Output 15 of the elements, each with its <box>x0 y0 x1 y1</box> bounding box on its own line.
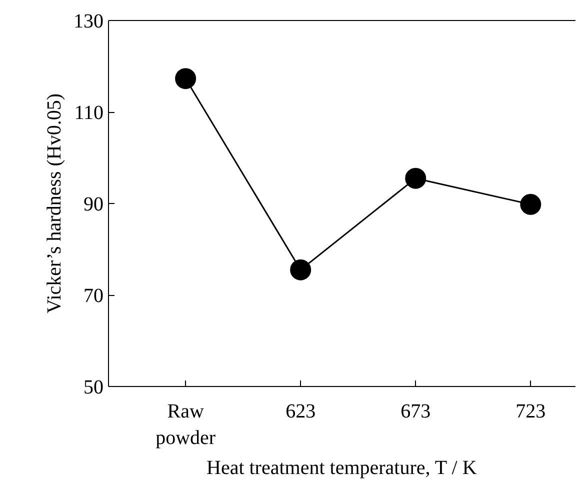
point <box>520 194 542 215</box>
point <box>175 68 196 90</box>
y-tick-label: 110 <box>74 102 104 124</box>
y-tick-label: 130 <box>74 10 104 32</box>
point <box>405 168 426 189</box>
y-tick-label: 50 <box>84 376 104 398</box>
x-tick-label: Raw powder <box>156 400 216 449</box>
y-tick-label: 70 <box>84 285 104 307</box>
x-axis-title: Heat treatment temperature, T / K <box>206 456 478 479</box>
y-tick-label: 90 <box>84 194 104 216</box>
y-axis-title: Vicker’s hardness (Hv0.05) <box>44 93 66 314</box>
point <box>290 259 312 280</box>
x-tick-label: 623 <box>286 400 316 422</box>
x-tick-label: 673 <box>400 400 431 422</box>
x-tick-label: 723 <box>516 400 546 422</box>
